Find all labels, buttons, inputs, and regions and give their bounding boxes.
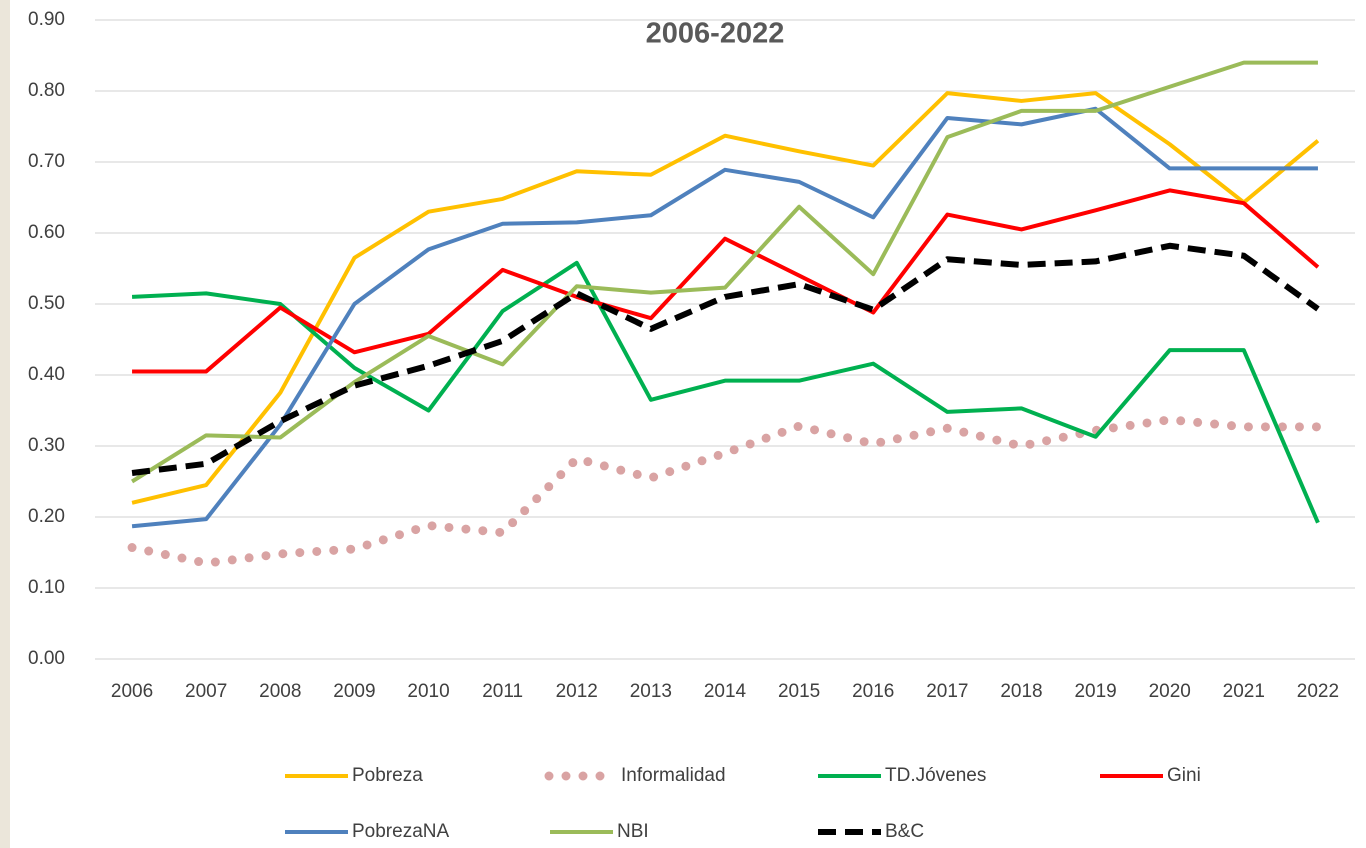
series-line [131, 242, 1320, 476]
series-line [132, 188, 1320, 374]
y-tick-label: 0.00 [28, 648, 65, 669]
series-line [131, 60, 1318, 484]
y-tick-label: 0.60 [28, 222, 65, 243]
y-tick-label: 0.10 [28, 577, 65, 598]
x-tick-label: 2021 [1223, 681, 1265, 702]
x-tick-label: 2006 [111, 681, 153, 702]
x-tick-label: 2011 [482, 681, 523, 702]
series-line [131, 106, 1318, 529]
x-tick-label: 2012 [556, 681, 598, 702]
y-tick-label: 0.70 [28, 151, 65, 172]
series-line [131, 260, 1320, 524]
series-line [127, 415, 1323, 568]
series-line [131, 91, 1320, 505]
x-tick-label: 2014 [704, 681, 747, 702]
legend-label: TD.Jóvenes [885, 765, 986, 786]
x-tick-label: 2009 [333, 681, 375, 702]
y-tick-label: 0.30 [28, 435, 65, 456]
y-tick-label: 0.80 [28, 80, 65, 101]
y-tick-label: 0.90 [28, 9, 65, 30]
window-edge [0, 0, 10, 848]
chart-title: 2006-2022 [646, 18, 785, 50]
x-tick-label: 2016 [852, 681, 894, 702]
x-tick-label: 2008 [259, 681, 301, 702]
legend-label: PobrezaNA [352, 821, 449, 842]
x-tick-label: 2022 [1297, 681, 1339, 702]
legend-label: Pobreza [352, 765, 423, 786]
y-tick-label: 0.40 [28, 364, 65, 385]
legend-label: Informalidad [621, 765, 726, 786]
legend-label: B&C [885, 821, 924, 842]
x-tick-label: 2007 [185, 681, 227, 702]
x-tick-label: 2018 [1000, 681, 1042, 702]
x-tick-label: 2019 [1074, 681, 1116, 702]
y-tick-label: 0.50 [28, 293, 65, 314]
x-tick-label: 2010 [407, 681, 449, 702]
x-tick-label: 2015 [778, 681, 820, 702]
x-tick-label: 2013 [630, 681, 672, 702]
x-tick-label: 2017 [926, 681, 968, 702]
x-tick-label: 2020 [1149, 681, 1191, 702]
legend-label: Gini [1167, 765, 1201, 786]
y-tick-label: 0.20 [28, 506, 65, 527]
legend-label: NBI [617, 821, 649, 842]
